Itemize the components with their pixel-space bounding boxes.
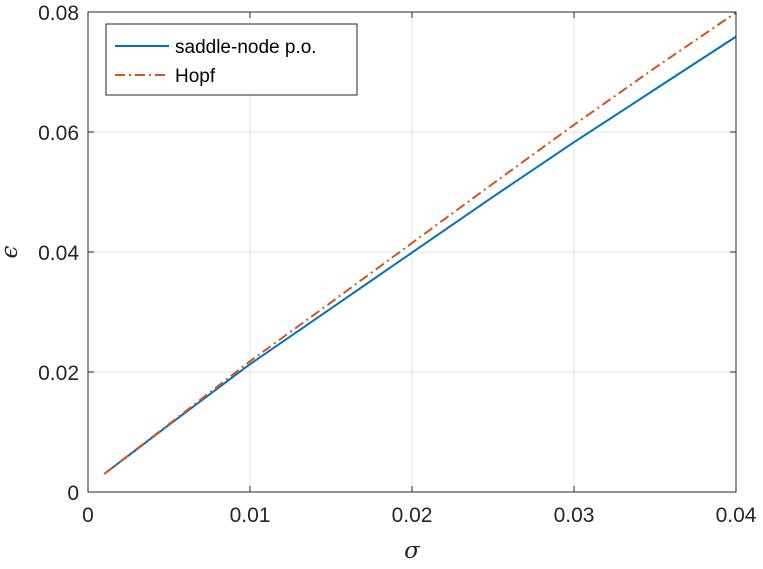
legend-label-saddle-node: saddle-node p.o.	[175, 37, 317, 58]
x-tick-label: 0.03	[554, 504, 595, 527]
y-axis-label: ϵ	[0, 245, 23, 258]
x-axis-label: σ	[404, 538, 421, 564]
series-line-saddle-node	[103, 35, 737, 475]
x-tick-label: 0.02	[392, 504, 433, 527]
y-tick-label: 0.06	[38, 122, 79, 145]
y-tick-label: 0.08	[38, 2, 79, 25]
tick-labels: 0 0.01 0.02 0.03 0.04 0 0.02 0.04 0.06 0.08	[38, 2, 757, 527]
series-line-hopf	[103, 11, 737, 475]
x-tick-label: 0	[82, 504, 94, 527]
legend-label-hopf: Hopf	[175, 66, 216, 87]
series-layer	[103, 11, 737, 475]
legend-box	[105, 23, 358, 96]
x-tick-label: 0.04	[716, 504, 757, 527]
x-tick-label: 0.01	[230, 504, 271, 527]
y-tick-label: 0	[67, 482, 79, 505]
tick-marks	[87, 11, 737, 493]
y-tick-label: 0.02	[38, 362, 79, 385]
legend: saddle-node p.o. Hopf	[105, 23, 358, 96]
y-tick-label: 0.04	[38, 242, 79, 265]
